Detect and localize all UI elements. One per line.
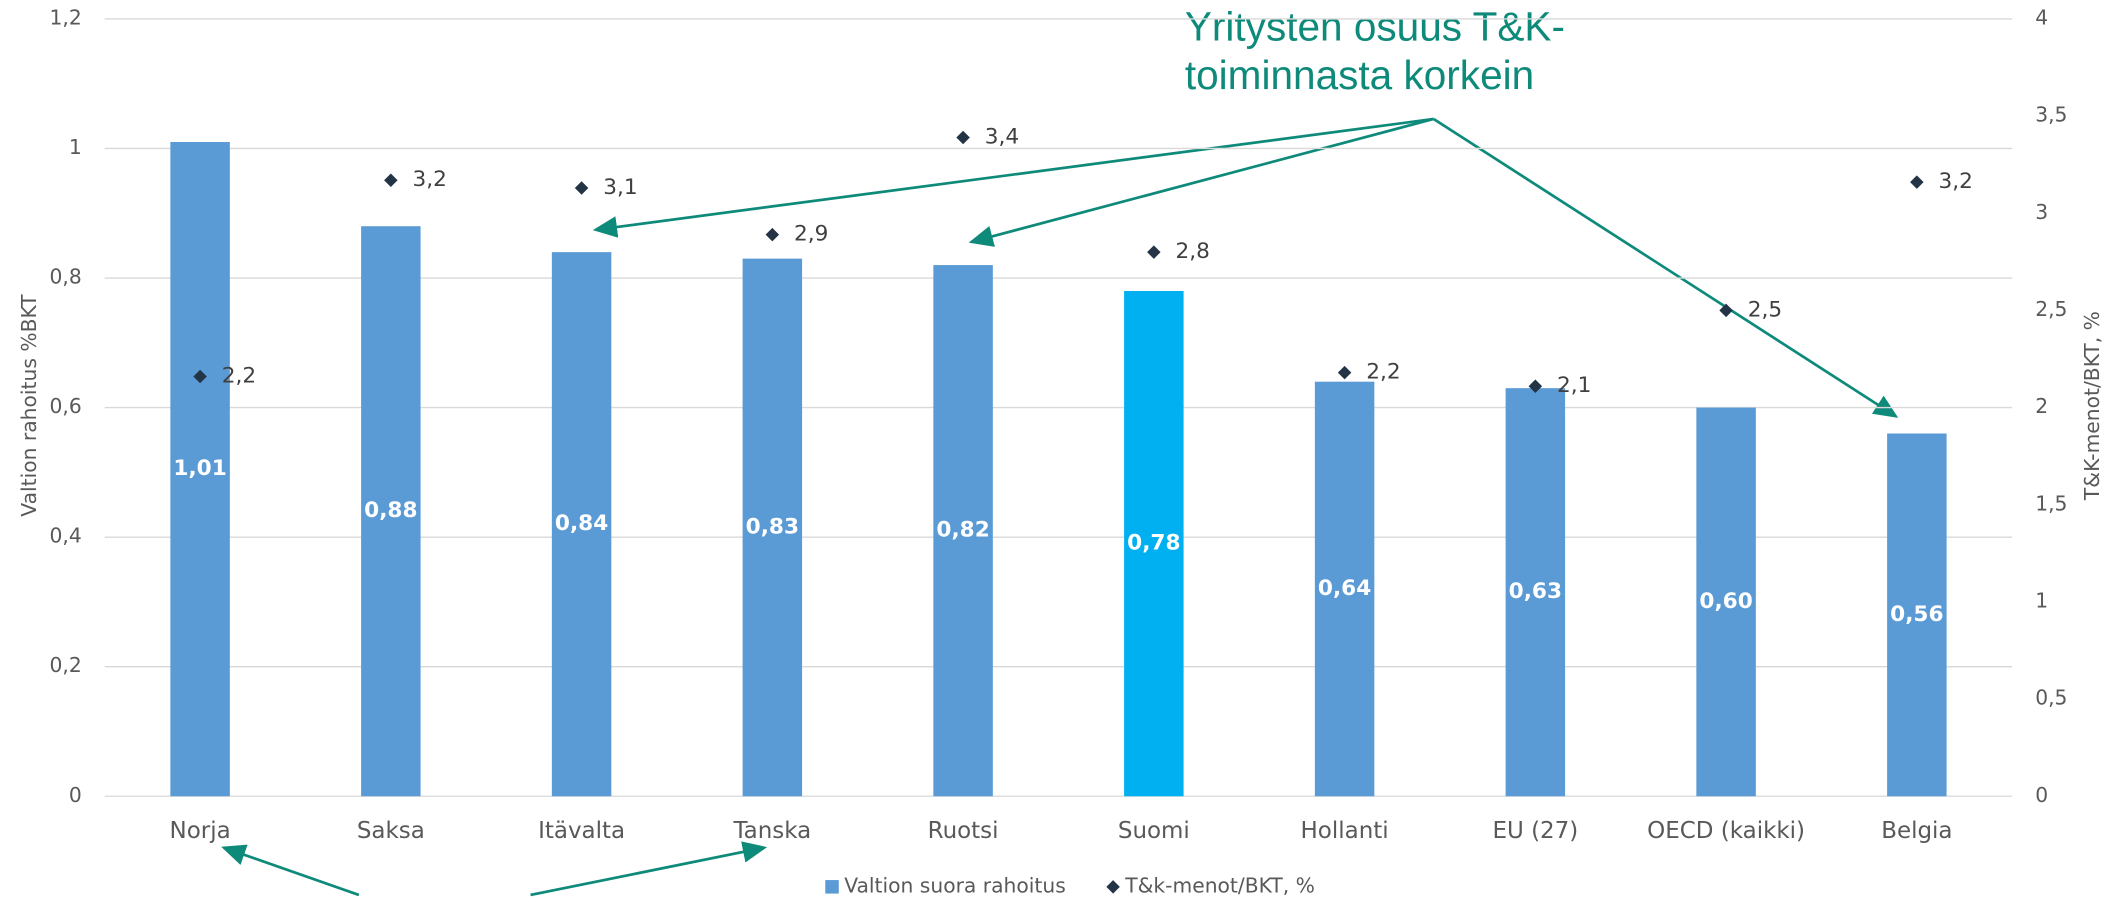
marker-value-label: 2,5 — [1748, 297, 1782, 322]
marker — [1337, 365, 1352, 380]
marker-value-label: 3,2 — [1938, 169, 1972, 194]
bar — [1505, 388, 1566, 797]
legend-swatch — [1106, 880, 1120, 894]
y-tick-label: 0,4 — [50, 524, 82, 548]
x-tick-label: Hollanti — [1301, 818, 1389, 844]
bar — [551, 252, 612, 797]
marker-value-label: 3,2 — [412, 167, 446, 192]
marker-value-label: 3,4 — [985, 124, 1019, 149]
marker-value-label: 2,2 — [222, 363, 256, 388]
bar — [170, 142, 230, 797]
bar — [742, 258, 803, 797]
annotation: toiminnasta korkein — [1185, 52, 1534, 98]
bar-value-label: 0,82 — [936, 518, 989, 543]
bar — [1314, 381, 1375, 797]
y-tick-label: 1 — [69, 135, 82, 159]
bar — [1887, 433, 1947, 797]
x-tick-label: Ruotsi — [928, 818, 999, 844]
y2-tick-label: 1 — [2035, 588, 2048, 612]
bar-value-label: 0,88 — [364, 498, 417, 523]
y-tick-label: 0,6 — [50, 394, 82, 418]
bar-value-label: 0,84 — [555, 511, 608, 536]
y-axis-label: Valtion rahoitus %BKT — [17, 294, 41, 517]
y2-tick-label: 3 — [2035, 200, 2048, 224]
bar — [1696, 407, 1756, 797]
bar-value-label: 0,60 — [1699, 589, 1752, 614]
marker-value-label: 2,2 — [1366, 360, 1400, 385]
bar-value-label: 0,83 — [746, 514, 799, 539]
y2-tick-label: 2,5 — [2035, 297, 2067, 321]
marker — [1910, 175, 1924, 189]
marker — [193, 369, 207, 384]
marker-value-label: 2,8 — [1175, 239, 1209, 264]
marker — [574, 181, 589, 195]
marker-value-label: 3,1 — [603, 175, 637, 200]
marker — [1719, 303, 1733, 318]
annotation: Yritysten osuus T&K- — [1185, 3, 1565, 49]
y2-tick-label: 2 — [2035, 394, 2048, 418]
y-tick-label: 0 — [69, 783, 82, 807]
bar — [933, 265, 993, 797]
legend-label: T&k-menot/BKT, % — [1124, 873, 1315, 897]
y2-tick-label: 0 — [2035, 783, 2048, 807]
x-tick-label: Saksa — [357, 818, 425, 844]
y2-tick-label: 1,5 — [2035, 491, 2067, 515]
marker — [384, 173, 398, 187]
x-tick-label: Suomi — [1118, 818, 1190, 844]
bar-value-label: 1,01 — [173, 456, 226, 481]
x-tick-label: Belgia — [1881, 818, 1952, 844]
marker — [1147, 245, 1161, 259]
marker-value-label: 2,1 — [1557, 373, 1591, 398]
bar — [1124, 290, 1184, 797]
x-tick-label: EU (27) — [1492, 818, 1578, 844]
bar — [361, 226, 421, 797]
bar-value-label: 0,78 — [1127, 531, 1180, 556]
arrows — [221, 117, 1899, 897]
marker — [956, 130, 970, 145]
y-tick-label: 1,2 — [50, 5, 82, 29]
marker — [765, 227, 780, 242]
bar-value-label: 0,64 — [1318, 576, 1371, 601]
x-tick-label: OECD (kaikki) — [1647, 818, 1805, 844]
y2-axis-label: T&K-menot/BKT, % — [2080, 311, 2104, 501]
legend-label: Valtion suora rahoitus — [844, 873, 1066, 897]
x-tick-label: Itävalta — [538, 818, 625, 844]
y-tick-label: 0,2 — [50, 653, 82, 677]
legend-swatch — [825, 880, 839, 894]
bar-value-label: 0,56 — [1890, 602, 1943, 627]
y2-tick-label: 0,5 — [2035, 686, 2067, 710]
marker-value-label: 2,9 — [794, 222, 828, 247]
y-tick-label: 0,8 — [50, 265, 82, 289]
x-tick-label: Norja — [170, 818, 231, 844]
x-tick-label: Tanska — [732, 818, 811, 844]
bar-value-label: 0,63 — [1509, 579, 1562, 604]
y2-tick-label: 3,5 — [2035, 103, 2067, 127]
y2-tick-label: 4 — [2035, 5, 2048, 29]
